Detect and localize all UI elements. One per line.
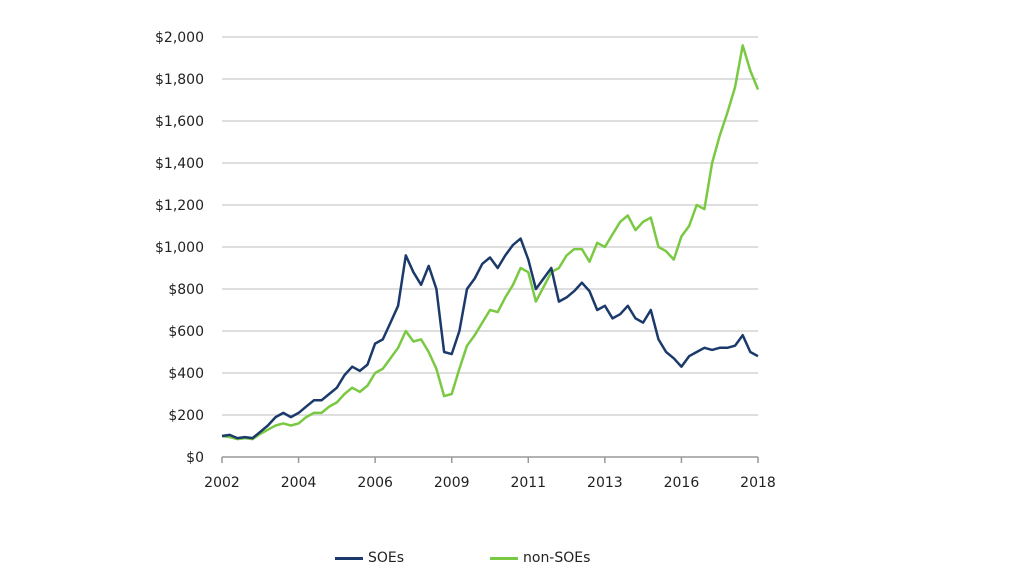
y-tick-label: $1,800 (155, 72, 204, 88)
x-tick-label: 2016 (664, 475, 700, 491)
y-tick-label: $800 (168, 282, 204, 298)
series-line-soes (221, 237, 759, 440)
y-tick-label: $200 (168, 408, 204, 424)
x-tick-label: 2011 (510, 475, 546, 491)
y-tick-label: $1,400 (155, 156, 204, 172)
x-tick-label: 2004 (281, 475, 317, 491)
x-tick-label: 2002 (204, 475, 240, 491)
series-line-non-soes (221, 44, 760, 441)
x-tick-label: 2006 (357, 475, 393, 491)
x-tick-label: 2018 (740, 475, 776, 491)
y-tick-label: $1,600 (155, 114, 204, 130)
legend-label-non-soes: non-SOEs (523, 550, 591, 566)
y-tick-label: $2,000 (155, 30, 204, 46)
legend-swatch-soes (335, 556, 363, 560)
x-tick-label: 2013 (587, 475, 623, 491)
x-tick-label: 2009 (434, 475, 470, 491)
legend-item-soes: SOEs (335, 550, 404, 566)
legend-item-non-soes: non-SOEs (490, 550, 590, 566)
y-tick-label: $400 (168, 366, 204, 382)
y-tick-label: $600 (168, 324, 204, 340)
y-tick-label: $0 (186, 450, 204, 466)
legend-label-soes: SOEs (368, 550, 405, 566)
legend-swatch-non-soes (490, 556, 518, 560)
y-tick-label: $1,000 (155, 240, 204, 256)
y-tick-label: $1,200 (155, 198, 204, 214)
